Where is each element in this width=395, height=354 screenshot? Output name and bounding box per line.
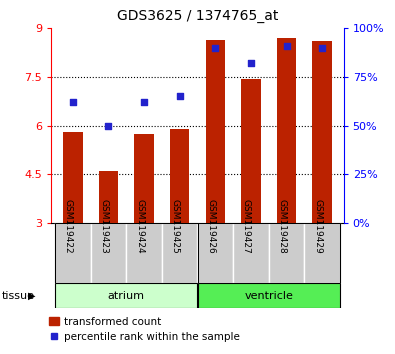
Text: ▶: ▶	[28, 291, 36, 301]
Bar	[198, 283, 340, 308]
Bar	[170, 129, 190, 223]
Bar	[126, 223, 162, 283]
Bar	[134, 134, 154, 223]
Bar	[241, 79, 261, 223]
Bar	[233, 223, 269, 283]
Point	[105, 123, 111, 129]
Text: GSM119428: GSM119428	[278, 199, 287, 253]
Bar	[312, 41, 332, 223]
Text: GSM119425: GSM119425	[171, 199, 180, 253]
Bar	[198, 223, 233, 283]
Bar	[205, 40, 225, 223]
Bar	[55, 283, 198, 308]
Point	[70, 99, 76, 105]
Point	[319, 45, 325, 51]
Point	[248, 61, 254, 66]
Text: GSM119423: GSM119423	[100, 199, 108, 253]
Point	[212, 45, 218, 51]
Bar	[99, 171, 118, 223]
Bar	[90, 223, 126, 283]
Point	[177, 93, 183, 99]
Point	[284, 43, 290, 48]
Legend: transformed count, percentile rank within the sample: transformed count, percentile rank withi…	[49, 317, 240, 342]
Text: atrium: atrium	[108, 291, 145, 301]
Text: GSM119429: GSM119429	[313, 199, 322, 253]
Text: ventricle: ventricle	[245, 291, 293, 301]
Text: GDS3625 / 1374765_at: GDS3625 / 1374765_at	[117, 9, 278, 23]
Bar	[63, 132, 83, 223]
Bar	[269, 223, 305, 283]
Text: tissue: tissue	[2, 291, 35, 301]
Text: GSM119427: GSM119427	[242, 199, 251, 253]
Bar	[55, 223, 90, 283]
Bar	[277, 38, 296, 223]
Bar	[305, 223, 340, 283]
Text: GSM119424: GSM119424	[135, 199, 144, 253]
Bar	[162, 223, 198, 283]
Text: GSM119422: GSM119422	[64, 199, 73, 253]
Point	[141, 99, 147, 105]
Text: GSM119426: GSM119426	[206, 199, 215, 253]
